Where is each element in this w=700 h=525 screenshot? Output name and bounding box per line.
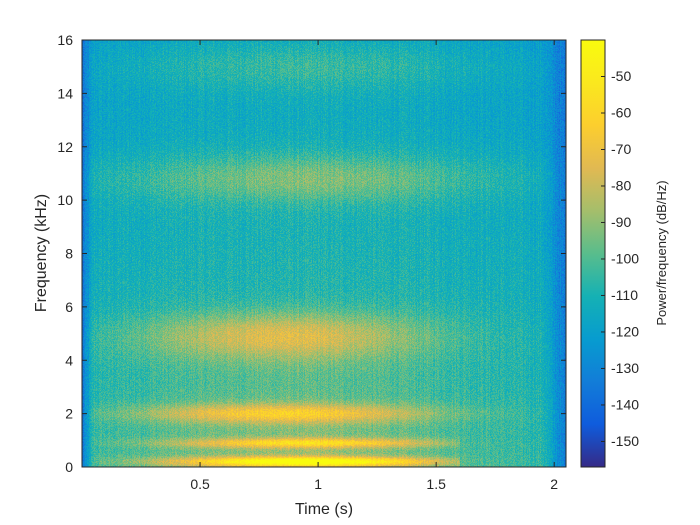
- y-tick-label: 10: [57, 192, 73, 208]
- y-tick-label: 8: [65, 246, 73, 262]
- y-tick-label: 12: [57, 139, 73, 155]
- spectrogram-image-holder: [82, 40, 566, 467]
- colorbar-tick-label: -90: [611, 214, 631, 230]
- colorbar-tick-label: -80: [611, 177, 631, 193]
- colorbar-label: Power/frequency (dB/Hz): [654, 180, 669, 325]
- x-tick-label: 1: [314, 476, 322, 492]
- y-tick-label: 0: [65, 459, 73, 475]
- colorbar-tick-label: -110: [611, 287, 638, 303]
- colorbar-ticks: -50 -60 -70 -80 -90 -100 -110 -120 -130 -140 -150: [601, 68, 639, 449]
- y-tick-label: 14: [57, 85, 73, 101]
- colorbar-tick-label: -150: [611, 433, 639, 449]
- y-tick-label: 6: [65, 299, 73, 315]
- x-tick-label: 1.5: [426, 476, 446, 492]
- y-tick-label: 2: [65, 406, 73, 422]
- y-axis: 0 2 4 6 8 10 12 14 16: [57, 32, 566, 475]
- x-tick-label: 0.5: [190, 476, 210, 492]
- colorbar: -50-60-70-80-90-100-110-120-130-140-150 …: [580, 39, 669, 468]
- colorbar-frame: [580, 39, 606, 468]
- colorbar-tick-label: -140: [611, 396, 639, 412]
- colorbar-tick-label: -70: [611, 141, 631, 157]
- colorbar-tick-label: -120: [611, 323, 639, 339]
- spectrogram-heatmap: [82, 40, 566, 467]
- colorbar-tick-label: -100: [611, 250, 639, 266]
- colorbar-gradient: [581, 40, 605, 467]
- y-axis-label: Frequency (kHz): [33, 194, 50, 312]
- colorbar-tick-label: -60: [611, 104, 631, 120]
- colorbar-tick-label: -130: [611, 360, 639, 376]
- x-tick-label: 2: [550, 476, 558, 492]
- x-axis-label: Time (s): [295, 501, 353, 518]
- x-axis: 0.5 1 1.5 2: [190, 40, 558, 492]
- y-tick-label: 16: [57, 32, 73, 48]
- plot-area: 0.5 1 1.5 2 0 2 4 6 8 10 12 14 16 Time (s) Frequenc…: [33, 32, 567, 518]
- colorbar-tick-label: -50: [611, 68, 631, 84]
- y-tick-label: 4: [65, 352, 73, 368]
